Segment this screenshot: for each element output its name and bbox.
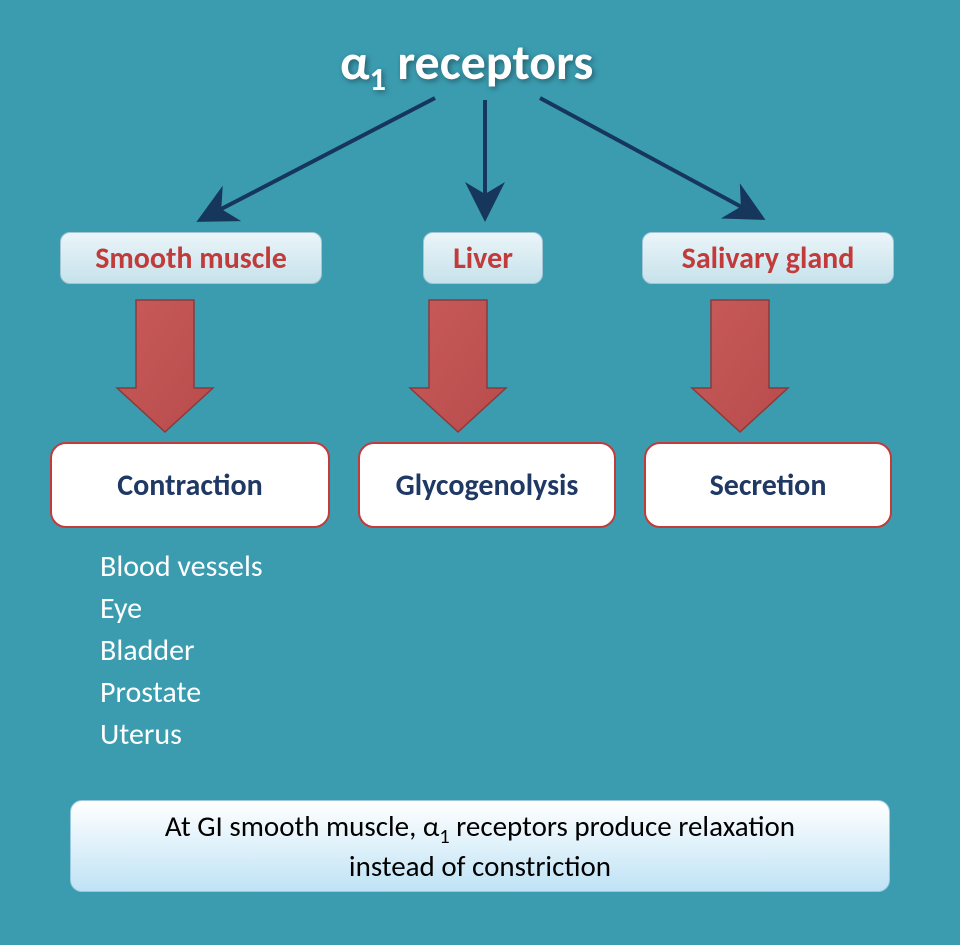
contraction-sites-list: Blood vesselsEyeBladderProstateUterus: [100, 546, 263, 756]
list-item: Blood vessels: [100, 546, 263, 588]
effect-box: Secretion: [644, 442, 892, 528]
effect-arrow: [692, 300, 788, 432]
list-item: Uterus: [100, 714, 263, 756]
list-item: Bladder: [100, 630, 263, 672]
effect-box: Glycogenolysis: [358, 442, 616, 528]
footer-line1-sub: 1: [439, 824, 449, 848]
effect-box: Contraction: [50, 442, 330, 528]
list-item: Eye: [100, 588, 263, 630]
list-item: Prostate: [100, 672, 263, 714]
effect-arrow: [117, 300, 213, 432]
footer-line1-post: receptors produce relaxation: [450, 808, 795, 844]
footer-line2: instead of constriction: [349, 848, 611, 884]
footer-line1-pre: At GI smooth muscle, α: [165, 808, 439, 844]
effect-arrow: [410, 300, 506, 432]
footer-note: At GI smooth muscle, α1 receptors produc…: [70, 800, 890, 892]
